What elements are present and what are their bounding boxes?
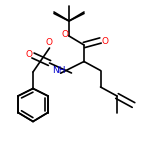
Text: O: O — [62, 30, 69, 39]
Text: O: O — [46, 38, 53, 47]
Text: NH: NH — [52, 66, 66, 75]
Text: O: O — [26, 50, 33, 59]
Text: O: O — [101, 38, 108, 46]
